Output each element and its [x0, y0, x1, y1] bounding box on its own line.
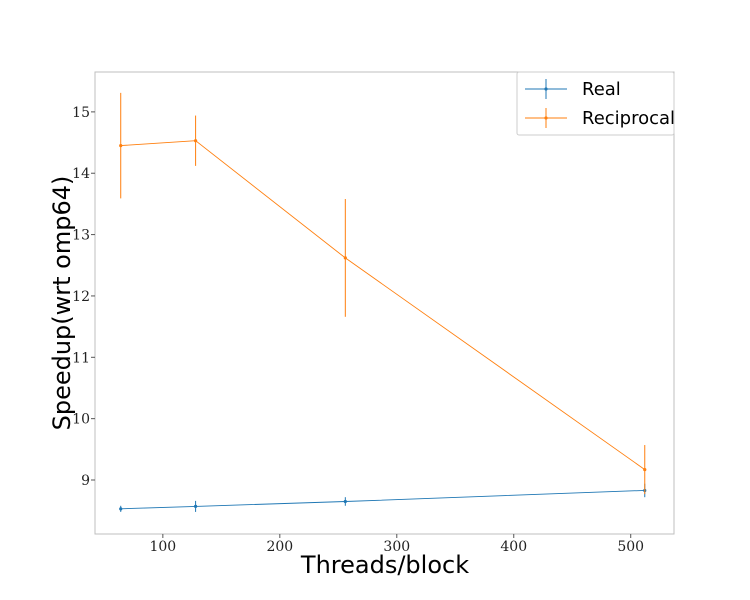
data-point-reciprocal — [119, 144, 123, 148]
legend: Real Reciprocal — [516, 71, 675, 136]
series-layer — [119, 92, 647, 512]
x-tick-label: 500 — [617, 539, 644, 555]
series-line-reciprocal — [120, 140, 646, 470]
data-point-reciprocal — [193, 139, 198, 143]
legend-marker-real — [544, 87, 548, 91]
y-axis-ticks: 9 10 11 12 13 14 15 — [72, 105, 95, 489]
data-point-reciprocal — [343, 256, 347, 260]
y-tick-label: 12 — [72, 289, 90, 305]
y-axis-label: Speedup(wrt omp64) — [48, 176, 76, 431]
y-tick-label: 9 — [81, 473, 90, 489]
data-point-real — [343, 499, 347, 504]
y-tick-label: 11 — [72, 350, 90, 366]
x-tick-label: 400 — [500, 539, 527, 555]
x-tick-label: 100 — [149, 539, 176, 555]
plot-area — [94, 71, 675, 535]
y-tick-label: 15 — [72, 105, 90, 121]
legend-label-real: Real — [582, 79, 621, 100]
y-tick-label: 13 — [72, 228, 90, 244]
legend-marker-reciprocal — [544, 116, 548, 120]
data-point-real — [193, 504, 198, 508]
y-tick-label: 10 — [72, 412, 90, 428]
x-tick-label: 200 — [266, 539, 293, 555]
x-tick-label: 300 — [383, 539, 410, 555]
data-point-reciprocal — [643, 467, 647, 472]
x-axis-label: Threads/block — [300, 551, 469, 579]
legend-box — [516, 71, 675, 136]
data-point-real — [119, 507, 123, 511]
legend-label-reciprocal: Reciprocal — [582, 108, 675, 129]
legend-entries: Real Reciprocal — [525, 79, 675, 129]
series-line-real — [120, 489, 645, 510]
x-axis-ticks: 100 200 300 400 500 — [149, 534, 644, 555]
y-tick-label: 14 — [72, 166, 90, 182]
